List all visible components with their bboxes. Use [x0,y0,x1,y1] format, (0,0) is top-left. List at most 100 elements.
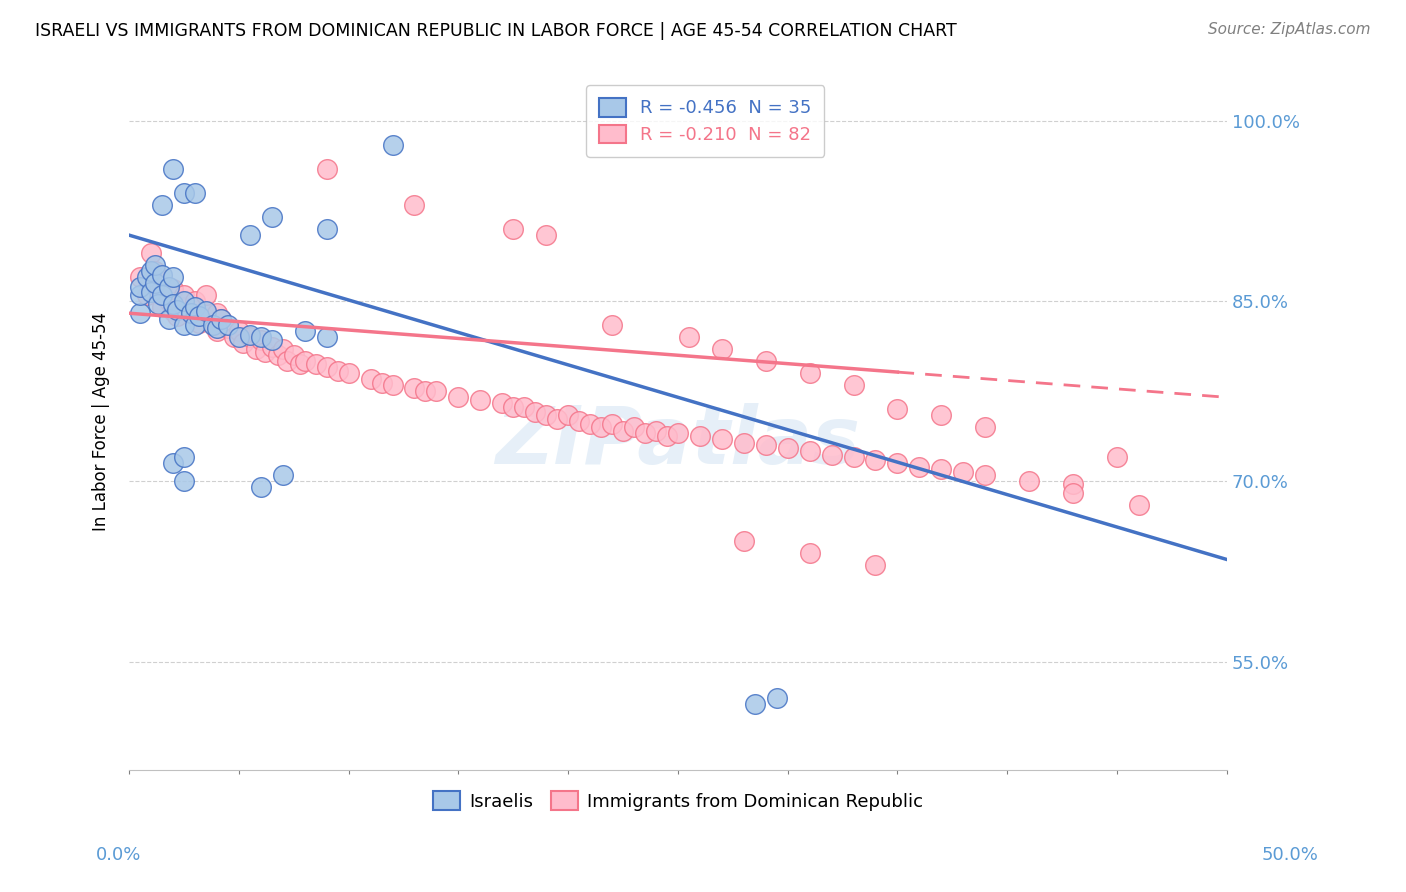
Point [733,534,755,549]
Point [201,318,224,333]
Text: 0.0%: 0.0% [96,846,141,863]
Point [209,312,232,326]
Point [150,288,173,302]
Point [184,318,207,333]
Point [305,357,328,371]
Point [173,300,195,314]
Point [447,390,470,404]
Point [173,288,195,302]
Point [188,309,211,323]
Point [146,296,169,310]
Point [239,330,262,344]
Point [404,381,426,395]
Point [557,409,579,423]
Point [886,402,908,417]
Point [655,428,678,442]
Point [974,468,997,483]
Point [820,448,842,462]
Point [315,330,337,344]
Point [173,450,195,465]
Point [228,330,250,344]
Point [162,270,184,285]
Point [315,162,337,177]
Text: ZIPatlas: ZIPatlas [495,403,860,481]
Point [634,426,657,441]
Point [239,228,262,243]
Point [145,276,167,290]
Point [162,296,184,310]
Legend: Israelis, Immigrants from Dominican Republic: Israelis, Immigrants from Dominican Repu… [423,782,932,820]
Point [524,405,547,419]
Point [260,210,283,224]
Point [1105,450,1128,465]
Point [194,306,217,320]
Point [799,444,821,458]
Point [290,357,312,371]
Point [689,428,711,442]
Point [145,258,167,272]
Point [733,436,755,450]
Point [180,306,202,320]
Point [184,294,207,309]
Text: Source: ZipAtlas.com: Source: ZipAtlas.com [1208,22,1371,37]
Point [1018,475,1040,489]
Point [184,309,207,323]
Point [865,558,887,573]
Text: 50.0%: 50.0% [1263,846,1319,863]
Point [502,400,524,414]
Point [799,366,821,380]
Point [931,409,953,423]
Point [150,280,173,294]
Point [710,433,733,447]
Point [129,270,152,285]
Point [1062,486,1084,500]
Point [600,318,623,333]
Point [381,378,404,392]
Point [1062,476,1084,491]
Point [224,330,246,344]
Point [254,344,277,359]
Point [139,285,162,299]
Point [162,456,184,470]
Point [974,420,997,434]
Point [326,364,349,378]
Point [150,268,173,282]
Point [283,348,305,362]
Point [370,376,392,390]
Point [232,336,254,351]
Point [173,294,195,309]
Point [765,690,787,705]
Point [173,475,195,489]
Point [194,303,217,318]
Point [201,318,224,333]
Point [157,312,180,326]
Point [842,378,865,392]
Point [205,320,228,334]
Point [129,306,152,320]
Point [166,309,188,323]
Point [276,354,298,368]
Point [612,424,634,438]
Point [294,324,316,338]
Point [173,186,195,200]
Point [534,228,557,243]
Point [931,462,953,476]
Point [249,333,271,347]
Point [249,330,271,344]
Point [184,300,207,314]
Point [139,246,162,260]
Point [166,302,188,317]
Point [534,409,557,423]
Point [267,348,290,362]
Point [381,138,404,153]
Point [217,320,239,334]
Point [1128,499,1150,513]
Point [135,270,157,285]
Point [952,465,974,479]
Point [908,460,931,475]
Point [157,280,180,294]
Point [623,420,645,434]
Point [337,366,360,380]
Point [744,697,766,711]
Point [865,452,887,467]
